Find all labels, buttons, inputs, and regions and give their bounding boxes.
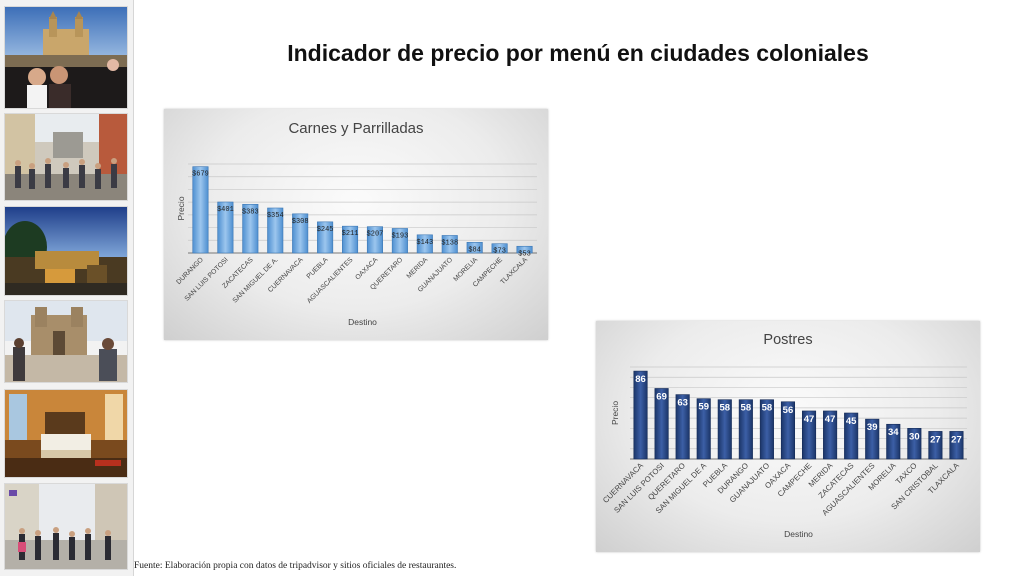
tick-label: OAXACA [354,256,379,281]
hotel-room-photo [4,389,128,478]
bar-aguascalientes [342,225,359,254]
data-label: 27 [951,434,962,445]
data-label: $73 [493,248,506,256]
bar-merida [823,410,838,460]
data-label: 45 [846,416,857,427]
y-axis-label: Precio [176,196,186,220]
data-label: 58 [741,403,752,414]
data-label: $207 [367,231,384,239]
data-label: 56 [783,405,794,416]
data-label: 86 [635,374,646,385]
x-axis-label: Destino [348,317,377,327]
data-label: $245 [317,226,334,234]
bar-tlaxcala [516,245,533,254]
bar-durango [738,399,753,460]
data-label: $383 [242,208,259,216]
data-label: $84 [468,246,481,254]
slide-title: Indicador de precio por menú en ciudades… [287,40,869,66]
bar-san-miguel-de-a [696,398,711,460]
chart-carnes-parrilladas: Carnes y Parrilladas $679 DURANGO $401 SAN L… [164,109,548,340]
data-label: 30 [909,431,920,442]
bar-campeche [491,243,508,254]
data-label: 63 [677,398,688,409]
bar-durango [192,166,209,254]
data-label: $143 [416,239,433,247]
bar-san-luis-potosi [217,201,234,254]
bar-oaxaca [366,226,383,254]
bar-taxco [907,428,922,460]
bar-cuernavaca [633,370,648,460]
bar-puebla [317,221,334,254]
bar-zacatecas [844,412,859,460]
chart-title: Postres [763,332,812,348]
tick-label: SAN MIGUEL DE A. [232,256,280,304]
tick-label: TLAXCALA [499,256,529,286]
data-label: 47 [804,414,815,425]
terrace-dusk-photo [4,206,128,296]
tick-label: PUEBLA [306,256,330,280]
bar-oaxaca [780,401,796,460]
x-axis-label: Destino [784,529,813,539]
bar-campeche [801,410,817,460]
data-label: 27 [930,434,941,445]
y-axis-label: Precio [610,401,620,425]
bar-zacatecas [242,204,259,254]
pedestrian-street-photo [4,483,128,570]
data-label: $138 [441,239,458,247]
bar-morelia [886,423,901,460]
bar-san-luis-potosi [654,388,669,460]
bar-morelia [466,242,483,254]
data-label: $679 [192,171,209,179]
bar-queretaro [391,228,408,254]
bar-san-cristobal [928,431,943,460]
bar-puebla [717,399,732,460]
data-label: 34 [888,427,899,438]
bar-queretaro [675,394,690,460]
chart-title: Carnes y Parrilladas [288,120,423,137]
data-label: $53 [518,250,531,258]
tick-label: MERIDA [406,256,430,280]
data-label: $211 [342,230,359,238]
tick-label: AGUASCALIENTES [306,256,355,305]
bar-guanajuato [441,235,458,254]
data-label: $401 [217,206,234,214]
source-note: Fuente: Elaboración propia con datos de … [134,561,457,571]
photo-strip [0,0,134,576]
data-label: 59 [698,402,709,413]
data-label: $308 [292,218,309,226]
bar-aguascalientes [865,418,880,460]
street-crowd-photo [4,113,128,201]
data-label: $354 [267,212,284,220]
bar-guanajuato [759,399,774,460]
tick-label: SAN LUIS POTOSI [184,256,230,302]
church-plaza-photo [4,300,128,383]
gridlines [188,163,537,254]
bar-cuernavaca [292,213,309,254]
chart-postres: Postres 86 CUERNAVACA 69 SAN LUIS POTOSI 63 QU… [596,321,980,552]
bar-tlaxcala [949,431,964,460]
data-label: 69 [656,391,667,402]
data-label: 47 [825,414,836,425]
bar-san-miguel-de-a [267,207,284,254]
bar-merida [416,234,433,254]
data-label: 58 [762,403,773,414]
data-label: 58 [719,403,730,414]
data-label: 39 [867,422,878,433]
data-label: $193 [391,232,408,240]
plaza-cathedral-photo [4,6,128,109]
